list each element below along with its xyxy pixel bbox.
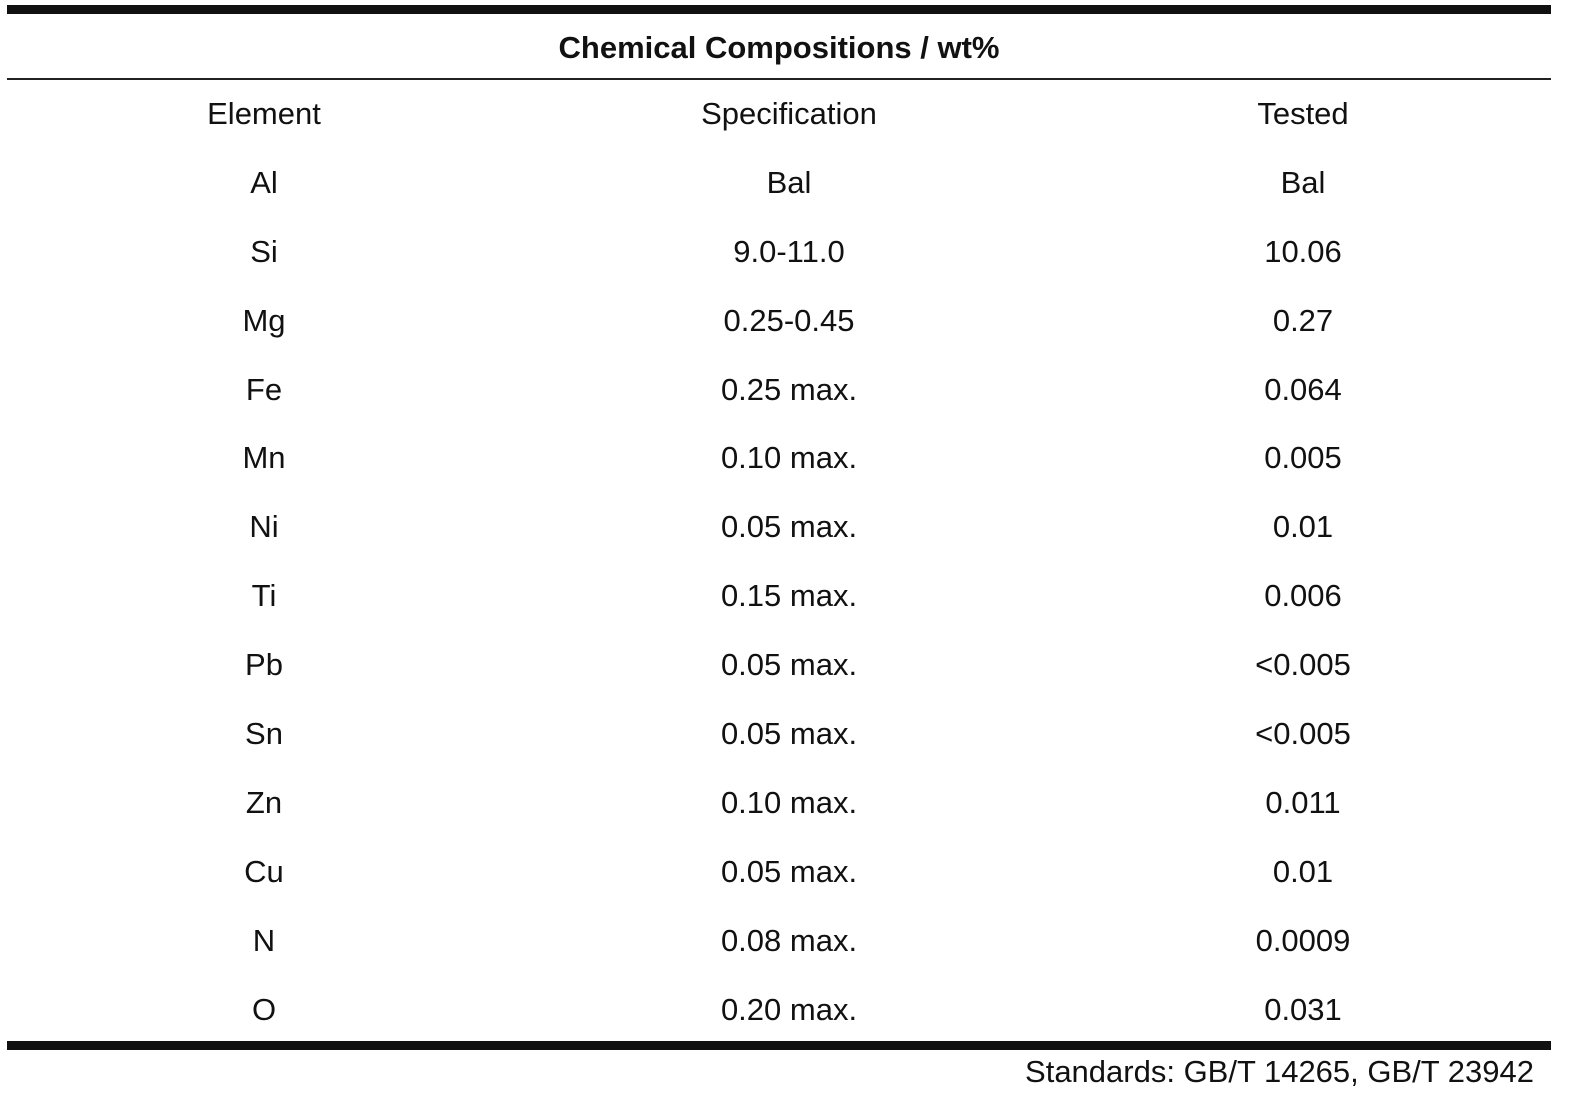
cell-specification: 0.25 max. xyxy=(720,371,858,407)
cell-tested: 0.031 xyxy=(1264,991,1342,1027)
title-divider xyxy=(7,78,1551,80)
cell-specification: 0.08 max. xyxy=(720,922,858,958)
table-row: N 0.08 max. 0.0009 xyxy=(7,907,1551,976)
cell-tested: 0.01 xyxy=(1272,853,1334,889)
table-row: Cu 0.05 max. 0.01 xyxy=(7,838,1551,907)
cell-element: Pb xyxy=(245,647,283,683)
cell-element: Fe xyxy=(245,371,283,407)
cell-tested: 10.06 xyxy=(1264,233,1342,269)
header-specification: Specification xyxy=(701,96,877,131)
cell-element: Al xyxy=(250,164,278,200)
cell-tested: 0.011 xyxy=(1265,784,1341,820)
table-row: Si 9.0-11.0 10.06 xyxy=(7,218,1551,287)
cell-specification: 9.0-11.0 xyxy=(733,233,845,269)
cell-tested: 0.01 xyxy=(1272,509,1334,545)
cell-element: Zn xyxy=(245,784,283,820)
cell-element: O xyxy=(251,991,277,1027)
cell-element: Ni xyxy=(249,509,279,545)
cell-specification: 0.05 max. xyxy=(720,509,858,545)
table-row: Ni 0.05 max. 0.01 xyxy=(7,493,1551,562)
cell-tested: <0.005 xyxy=(1255,716,1351,752)
cell-element: Ti xyxy=(251,578,277,614)
header-tested: Tested xyxy=(1257,96,1349,131)
cell-element: N xyxy=(252,922,276,958)
header-row: Element Specification Tested xyxy=(7,80,1551,149)
table-row: O 0.20 max. 0.031 xyxy=(7,976,1551,1045)
cell-specification: 0.05 max. xyxy=(720,647,858,683)
cell-element: Si xyxy=(250,233,278,269)
table-row: Zn 0.10 max. 0.011 xyxy=(7,769,1551,838)
cell-tested: 0.064 xyxy=(1264,371,1342,407)
cell-element: Mg xyxy=(242,302,286,338)
table-row: Ti 0.15 max. 0.006 xyxy=(7,562,1551,631)
table-body: Al Bal Bal Si 9.0-11.0 10.06 Mg 0.25-0.45 0.27 Fe… xyxy=(7,149,1551,1045)
table-title: Chemical Compositions / wt% xyxy=(558,30,1000,65)
cell-tested: <0.005 xyxy=(1255,647,1351,683)
table-row: Al Bal Bal xyxy=(7,149,1551,218)
cell-specification: 0.05 max. xyxy=(720,853,858,889)
composition-table: Element Specification Tested Al Bal Bal Si 9… xyxy=(7,80,1551,1044)
table-row: Pb 0.05 max. <0.005 xyxy=(7,631,1551,700)
cell-specification: 0.10 max. xyxy=(720,440,858,476)
cell-specification: 0.05 max. xyxy=(720,716,858,752)
cell-specification: Bal xyxy=(766,164,812,200)
bottom-rule xyxy=(7,1041,1551,1050)
cell-element: Cu xyxy=(244,853,284,889)
table-row: Mg 0.25-0.45 0.27 xyxy=(7,287,1551,356)
cell-tested: 0.005 xyxy=(1264,440,1342,476)
cell-element: Mn xyxy=(242,440,286,476)
cell-tested: 0.006 xyxy=(1264,578,1342,614)
standards-note: Standards: GB/T 14265, GB/T 23942 xyxy=(1025,1054,1534,1089)
top-rule xyxy=(7,5,1551,14)
cell-specification: 0.15 max. xyxy=(720,578,858,614)
table-row: Sn 0.05 max. <0.005 xyxy=(7,700,1551,769)
cell-specification: 0.10 max. xyxy=(720,784,858,820)
cell-tested: Bal xyxy=(1280,164,1326,200)
cell-specification: 0.25-0.45 xyxy=(723,302,855,338)
table-row: Fe 0.25 max. 0.064 xyxy=(7,356,1551,425)
cell-element: Sn xyxy=(245,716,283,752)
header-element: Element xyxy=(207,96,321,131)
cell-tested: 0.27 xyxy=(1272,302,1334,338)
cell-specification: 0.20 max. xyxy=(720,991,858,1027)
cell-tested: 0.0009 xyxy=(1255,922,1351,958)
table-row: Mn 0.10 max. 0.005 xyxy=(7,424,1551,493)
